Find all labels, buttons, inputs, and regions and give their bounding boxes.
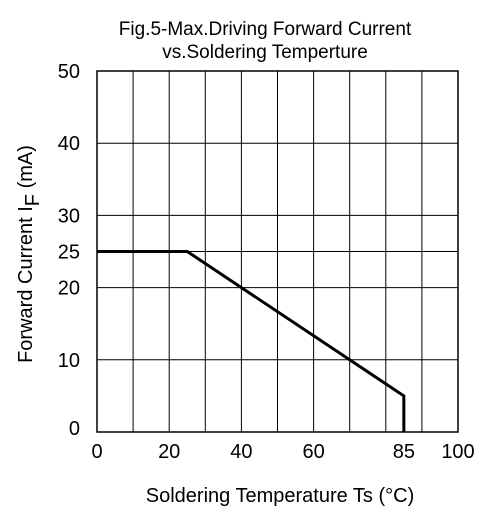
x-axis-title: Soldering Temperature Ts (°C) — [146, 485, 415, 507]
x-tick-labels: 0 20 40 60 85 100 — [91, 441, 474, 463]
y-tick-label: 0 — [69, 418, 80, 440]
y-tick-label: 10 — [58, 350, 80, 372]
series-layer — [97, 250, 406, 432]
x-tick-label: 40 — [230, 441, 252, 463]
x-tick-label: 100 — [441, 441, 474, 463]
y-tick-label: 20 — [58, 278, 80, 300]
x-tick-label: 85 — [393, 441, 415, 463]
series-line — [97, 250, 406, 432]
chart-title-line-1: Fig.5-Max.Driving Forward Current — [119, 19, 412, 40]
y-axis-title-main: Forward Current I — [15, 206, 37, 363]
y-tick-label: 30 — [58, 205, 80, 227]
y-tick-label: 40 — [58, 133, 80, 155]
chart-title-line-2: vs.Soldering Temperture — [162, 42, 368, 63]
x-tick-label: 20 — [158, 441, 180, 463]
x-tick-label: 0 — [91, 441, 102, 463]
y-tick-labels: 0 10 20 25 30 40 50 — [58, 61, 80, 440]
y-axis-title-subscript: F — [22, 194, 44, 206]
y-axis-title-unit: (mA) — [15, 145, 37, 194]
y-tick-label: 25 — [58, 242, 80, 264]
y-tick-label: 50 — [58, 61, 80, 83]
x-tick-label: 60 — [302, 441, 324, 463]
y-axis-title: Forward Current IF (mA) — [15, 145, 44, 363]
